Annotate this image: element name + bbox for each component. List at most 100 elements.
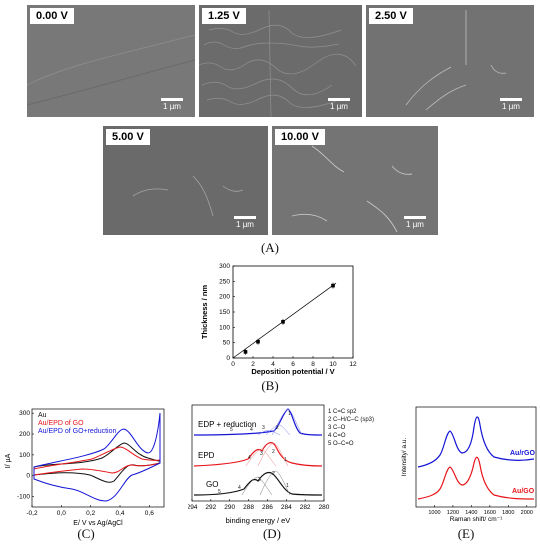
voltage-label: 1.25 V — [202, 8, 246, 24]
y-axis-label: Intensity/ a.u. — [401, 437, 408, 476]
scale-bar: 1 µm — [234, 216, 256, 229]
x-tick-label: -0,2 — [26, 510, 38, 517]
svg-text:1: 1 — [286, 483, 289, 489]
chart-thickness: 0 2 4 6 8 10 12 0 50 100 150 200 250 300 Deposition p… — [200, 263, 357, 376]
x-tick-label: 290 — [224, 504, 235, 511]
sem-image-5v: 5.00 V 1 µm — [103, 126, 268, 235]
svg-text:3: 3 — [262, 425, 265, 431]
legend-au-epd-go-reduction: Au/EPD of GO+reduction — [38, 428, 117, 435]
x-tick-label: 1200 — [447, 510, 459, 516]
svg-text:2: 2 — [272, 471, 275, 477]
chart-xps: 294 292 290 288 286 284 282 280 EDP + reduction… — [188, 404, 374, 525]
x-axis-label: binding energy / eV — [226, 516, 291, 525]
y-tick-label: 0 — [226, 355, 230, 362]
y-tick-label: -100 — [17, 494, 30, 501]
label-au-go: Au/GO — [512, 488, 535, 495]
sem-image-0v: 0.00 V 1 µm — [27, 5, 195, 117]
raman-spectrum-au-go — [417, 456, 535, 500]
cv-curve-au-epd-go-reduction — [33, 412, 161, 502]
voltage-label: 5.00 V — [106, 129, 150, 145]
y-tick-label: 100 — [19, 452, 30, 459]
data-point — [243, 350, 248, 354]
data-point — [281, 320, 285, 324]
svg-text:5: 5 — [230, 427, 233, 433]
data-point — [256, 339, 260, 344]
svg-text:4: 4 — [248, 455, 251, 461]
scale-bar: 1 µm — [404, 216, 426, 229]
y-tick-label: 100 — [219, 324, 230, 331]
legend-au-epd-go: Au/EPD of GO — [38, 420, 84, 427]
x-tick-label: 0 — [231, 361, 235, 368]
caption-d: (D) — [262, 526, 282, 541]
peak-legend-item: 1 C=C sp2 — [328, 409, 357, 415]
caption-a: (A) — [260, 240, 280, 255]
voltage-label: 10.00 V — [275, 129, 325, 145]
svg-text:3: 3 — [258, 477, 261, 483]
plot-frame — [232, 265, 354, 359]
voltage-label: 0.00 V — [30, 8, 74, 24]
plot-frame — [191, 404, 325, 502]
sem-texture — [291, 145, 413, 233]
sem-image-1.25v: 1.25 V 1 µm — [199, 5, 362, 117]
x-axis-label: E/ V vs Ag/AgCl — [73, 520, 123, 527]
y-tick-label: 0 — [26, 473, 30, 480]
x-tick-label: 0,2 — [86, 510, 95, 517]
voltage-label: 2.50 V — [369, 8, 413, 24]
svg-text:1: 1 — [288, 411, 291, 417]
peak-legend-item: 2 C–H/C–C (sp3) — [328, 417, 374, 423]
spectrum-label-edp-reduction: EDP + reduction — [198, 420, 256, 429]
x-axis-label: Raman shift/ cm⁻¹ — [450, 516, 503, 523]
x-tick-label: 286 — [262, 504, 273, 511]
scale-bar: 1 µm — [161, 98, 183, 111]
x-tick-label: 292 — [205, 504, 216, 511]
y-axis-label: Thickness / nm — [200, 285, 209, 340]
x-tick-label: 1800 — [502, 510, 514, 516]
caption-c: (C) — [77, 526, 95, 541]
x-tick-label: 0,4 — [115, 510, 124, 517]
svg-text:2: 2 — [272, 449, 275, 455]
x-axis-label: Deposition potential / V — [251, 367, 334, 376]
sem-texture — [199, 9, 357, 117]
y-tick-label: 250 — [219, 278, 230, 285]
peak-legend-item: 5 O–C=O — [328, 441, 354, 447]
scale-bar: 1 µm — [328, 98, 350, 111]
sem-texture — [27, 34, 195, 106]
y-tick-label: 200 — [19, 431, 30, 438]
plot-frame — [31, 408, 165, 508]
caption-e: (E) — [457, 526, 475, 541]
spectrum-label-go: GO — [206, 480, 218, 489]
x-tick-label: 0,6 — [145, 510, 154, 517]
svg-text:5: 5 — [218, 489, 221, 495]
caption-b: (B) — [261, 378, 279, 393]
x-tick-label: 1000 — [428, 510, 440, 516]
x-tick-label: 4 — [271, 361, 275, 368]
svg-text:1: 1 — [284, 457, 287, 463]
peak-legend-item: 4 C=O — [328, 433, 346, 439]
xps-spectrum-go — [193, 471, 323, 496]
x-tick-label: 284 — [281, 504, 292, 511]
x-tick-label: 280 — [319, 504, 330, 511]
y-tick-label: 50 — [223, 340, 231, 347]
raman-spectrum-au-rgo — [417, 416, 535, 468]
plot-frame — [415, 406, 537, 508]
peak-numbers: 5 4 3 2 1 4 3 2 1 5 4 3 2 1 — [218, 411, 291, 495]
chart-cyclic-voltammetry: -0,2 0,0 0,2 0,4 0,6 300 200 100 0 -100 Au Au/EPD… — [5, 408, 165, 527]
sem-image-10v: 10.00 V 1 µm — [272, 126, 438, 235]
spectrum-label-epd: EPD — [198, 451, 215, 460]
y-axis-label: I/ µA — [5, 453, 12, 468]
chart-raman: 1000 1200 1400 1600 1800 2000 Au/rGO Au/GO Ra… — [401, 406, 537, 523]
y-tick-label: 200 — [219, 294, 230, 301]
x-tick-label: 6 — [291, 361, 295, 368]
x-tick-label: 2 — [251, 361, 255, 368]
cv-curve-au-epd-go — [33, 446, 161, 476]
svg-text:3: 3 — [260, 451, 263, 457]
x-tick-label: 10 — [329, 361, 337, 368]
x-tick-label: 1600 — [484, 510, 496, 516]
sem-texture — [132, 175, 244, 217]
svg-text:4: 4 — [238, 485, 241, 491]
xps-spectrum-epd — [193, 442, 323, 467]
x-tick-label: 294 — [188, 504, 198, 511]
x-tick-label: 1400 — [465, 510, 477, 516]
legend-au: Au — [38, 412, 47, 419]
svg-text:2: 2 — [276, 425, 279, 431]
